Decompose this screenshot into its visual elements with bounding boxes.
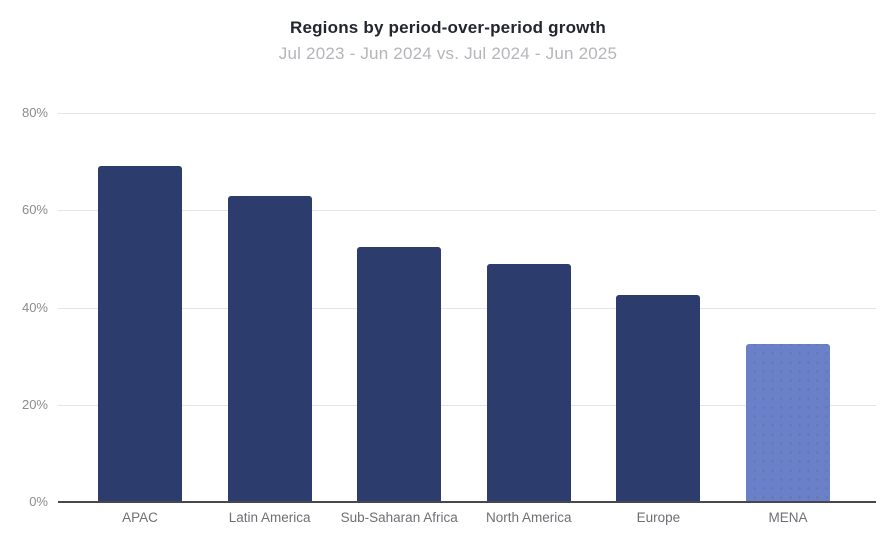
bar-sub-saharan-africa xyxy=(357,246,442,502)
x-axis-label-sub-saharan-africa: Sub-Saharan Africa xyxy=(340,510,458,525)
y-axis-tick-label-80: 80% xyxy=(21,105,48,120)
bar-apac xyxy=(98,166,182,502)
y-axis-tick-label-0: 0% xyxy=(29,494,48,509)
x-axis-label-latin-america: Latin America xyxy=(228,510,311,525)
chart-subtitle: Jul 2023 - Jun 2024 vs. Jul 2024 - Jun 2… xyxy=(278,44,618,63)
x-axis-label-apac: APAC xyxy=(122,510,158,525)
x-axis-line xyxy=(58,501,876,503)
gridline-20 xyxy=(58,404,876,406)
x-axis-label-europe: Europe xyxy=(636,510,681,525)
y-axis-tick-label-40: 40% xyxy=(21,299,48,315)
bar-latin-america xyxy=(227,195,312,502)
gridline-80 xyxy=(58,113,876,114)
chart-title: Regions by period-over-period growth xyxy=(289,18,607,37)
gridline-60 xyxy=(58,210,876,212)
x-axis-label-mena: MENA xyxy=(768,510,808,525)
x-axis-label-north-america: North America xyxy=(486,510,572,525)
bar-europe xyxy=(616,295,701,502)
gridline-40 xyxy=(58,307,876,309)
y-axis-tick-label-20: 20% xyxy=(21,396,48,412)
y-axis-tick-label-60: 60% xyxy=(21,202,48,218)
bar-mena xyxy=(746,343,830,502)
bar-north-america xyxy=(486,263,571,502)
